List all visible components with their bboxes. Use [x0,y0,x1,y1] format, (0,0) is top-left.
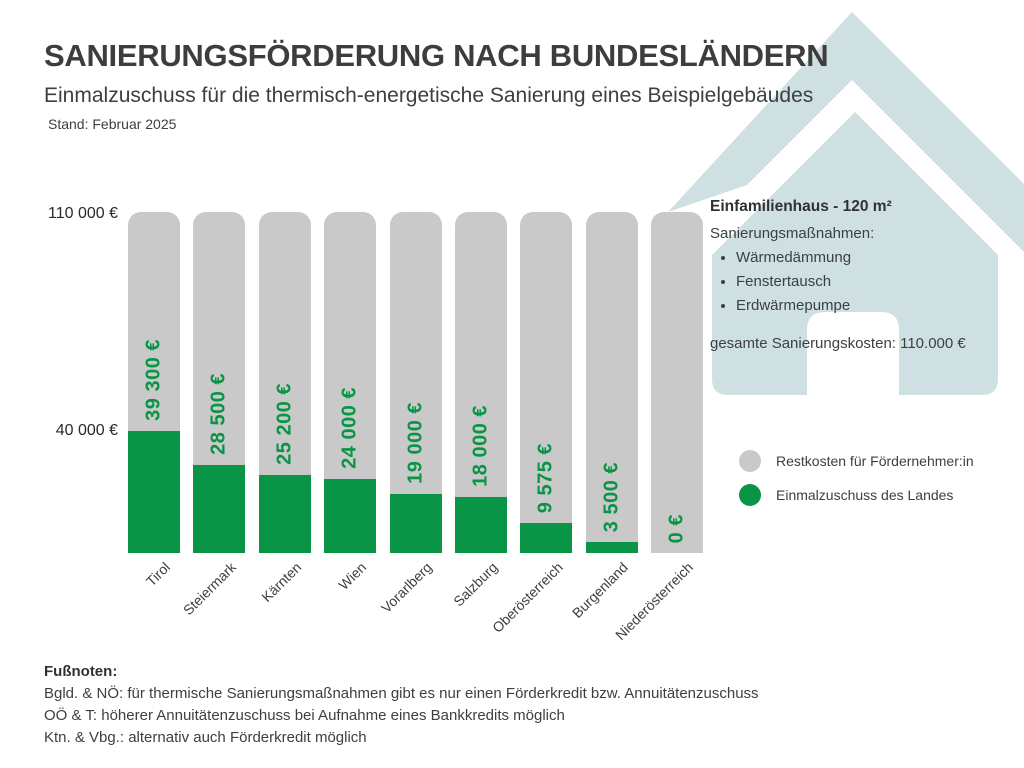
bar-group: 18 000 € [455,212,507,553]
bar-value-label: 0 € [665,513,688,543]
footnotes: Fußnoten: Bgld. & NÖ: für thermische San… [44,661,759,749]
footnotes-title: Fußnoten: [44,663,118,680]
info-panel-title: Einfamilienhaus - 120 m² [710,198,892,215]
legend-item: Einmalzuschuss des Landes [739,484,974,506]
x-axis-label: Steiermark [179,559,239,619]
bar-group: 19 000 € [389,212,442,553]
page-title: SANIERUNGSFÖRDERUNG NACH BUNDESLÄNDERN [44,38,829,73]
x-axis-label: Oberösterreich [488,559,566,636]
x-axis-label: Tirol [143,559,174,590]
bar-value-label: 9 575 € [534,442,557,513]
bar-grant-segment [520,523,573,553]
legend-color-dot [739,450,761,472]
bar-value-label: 39 300 € [142,339,165,421]
x-axis-label: Vorarlberg [377,559,435,616]
info-panel: Einfamilienhaus - 120 m² Sanierungsmaßna… [710,198,1010,356]
page-subtitle: Einmalzuschuss für die thermisch-energet… [44,84,814,107]
house-roof-shape [668,12,1024,252]
house-body-shape [712,112,998,395]
bar-grant-segment [389,494,442,553]
bar-group: 3 500 € [585,212,638,553]
bar-grant-segment [193,465,246,553]
bar-value-label: 18 000 € [469,405,492,487]
chart-legend: Restkosten für Fördernehmer:in Einmalzusc… [739,450,974,518]
bullet-item: Wärmedämmung [736,246,1010,270]
bar-value-label: 3 500 € [600,461,623,532]
y-axis-tick: 40 000 € [55,422,118,439]
x-axis-label: Salzburg [449,559,501,610]
x-axis-label: Burgenland [569,559,632,621]
bar-value-label: 19 000 € [404,402,427,484]
footnote-line: Ktn. & Vbg.: alternativ auch Förderkredi… [44,729,367,746]
legend-label: Restkosten für Fördernehmer:in [776,453,974,469]
x-axis-label: Kärnten [258,559,305,605]
bar-group: 39 300 € [128,212,180,553]
bar-group: 9 575 € [520,212,573,553]
bar-grant-segment [455,497,507,553]
y-axis-tick: 110 000 € [48,205,118,222]
legend-label: Einmalzuschuss des Landes [776,487,954,503]
info-panel-bullet-list: WärmedämmungFenstertauschErdwärmepumpe [710,246,1010,318]
bar-group: 28 500 € [193,212,246,553]
legend-color-dot [739,484,761,506]
legend-item: Restkosten für Fördernehmer:in [739,450,974,472]
bar-group: 0 € [651,212,704,553]
bar-grant-segment [258,475,311,553]
bar-group: 24 000 € [324,212,377,553]
footnote-line: Bgld. & NÖ: für thermische Sanierungsmaß… [44,685,759,702]
bar-group: 25 200 € [258,212,311,553]
x-axis-label: Wien [335,559,370,593]
bar-grant-segment [128,431,180,553]
info-panel-measures-label: Sanierungsmaßnahmen: [710,225,875,242]
bar-grant-segment [324,479,377,553]
bullet-item: Fenstertausch [736,270,1010,294]
footnote-line: OÖ & T: höherer Annuitätenzuschuss bei A… [44,707,565,724]
bar-grant-segment [585,542,638,553]
bullet-item: Erdwärmepumpe [736,294,1010,318]
bar-value-label: 24 000 € [338,387,361,469]
date-note: Stand: Februar 2025 [48,116,177,132]
info-panel-total: gesamte Sanierungskosten: 110.000 € [710,335,966,352]
bar-value-label: 25 200 € [273,383,296,465]
bar-value-label: 28 500 € [207,373,230,455]
